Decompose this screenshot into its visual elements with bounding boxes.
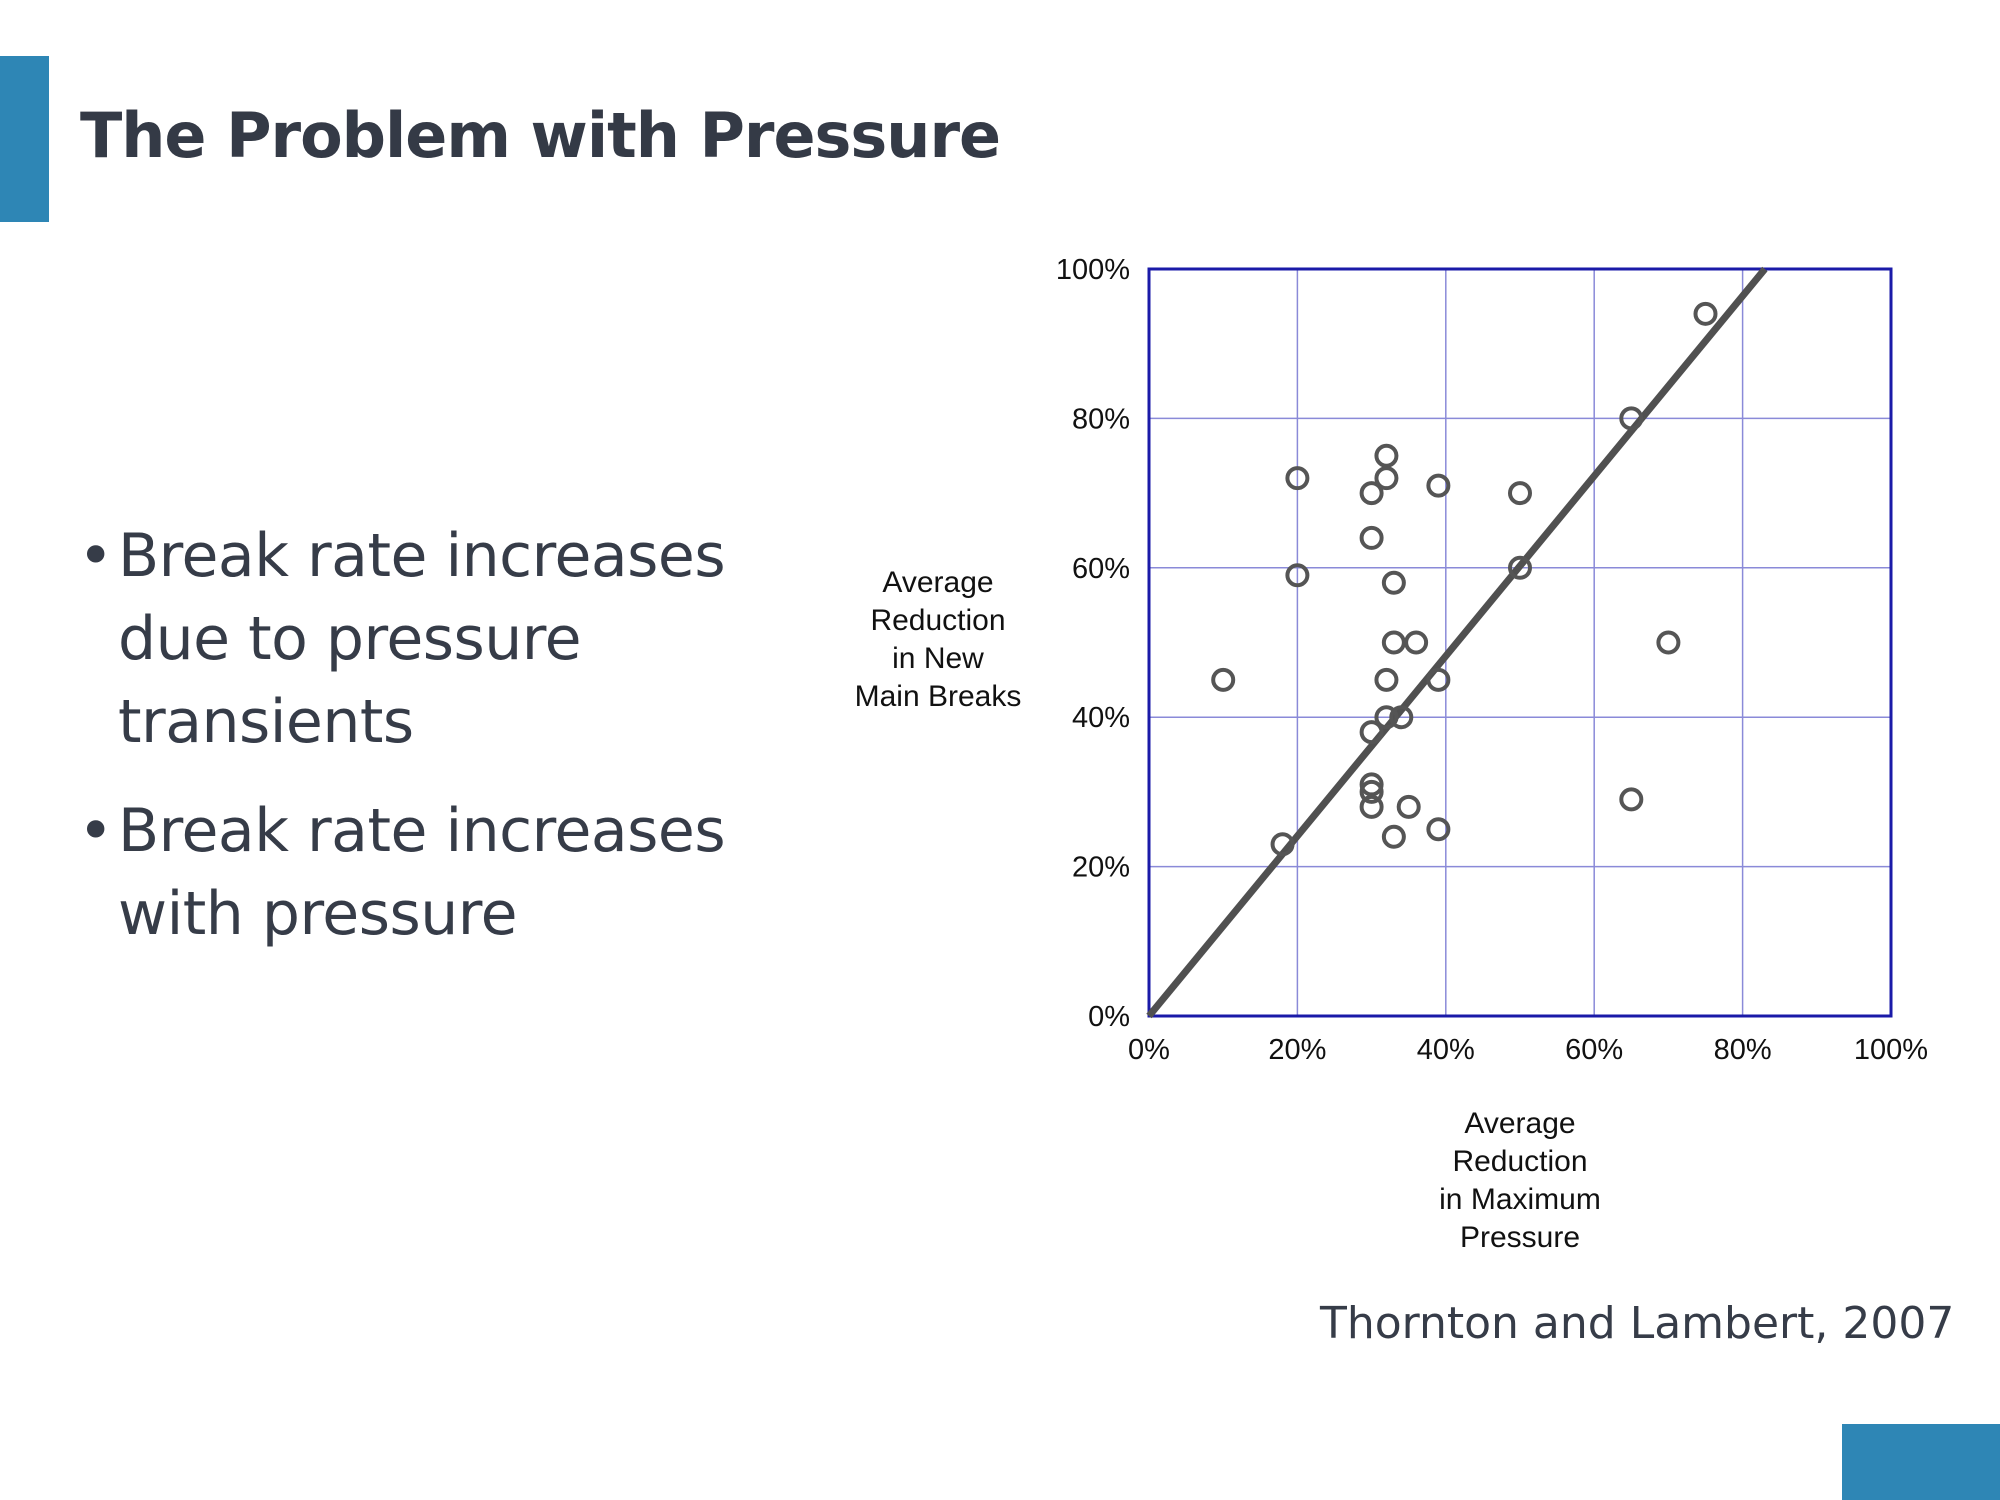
y-tick-label: 40% xyxy=(1072,702,1130,734)
x-tick-label: 20% xyxy=(1268,1034,1326,1066)
data-point xyxy=(1396,794,1421,819)
data-point xyxy=(1619,406,1644,431)
plot-area xyxy=(1149,269,1891,1016)
data-point xyxy=(1374,443,1399,468)
data-point xyxy=(1374,667,1399,692)
bullet-list: • Break rate increases due to pressure t… xyxy=(78,515,798,982)
data-point xyxy=(1389,705,1414,730)
data-point xyxy=(1381,824,1406,849)
data-point xyxy=(1693,301,1718,326)
bullet-marker: • xyxy=(78,796,113,866)
data-point xyxy=(1270,832,1295,857)
data-point xyxy=(1426,473,1451,498)
x-axis-label: Average xyxy=(1464,1107,1575,1140)
y-axis-label: Average xyxy=(882,566,993,599)
data-point xyxy=(1359,779,1384,804)
data-point xyxy=(1359,772,1384,797)
bullet-text: Break rate increases with pressure xyxy=(118,796,726,949)
y-tick-label: 20% xyxy=(1072,852,1130,884)
bullet-item: • Break rate increases with pressure xyxy=(78,790,798,956)
y-axis-label: in New xyxy=(892,642,984,675)
data-point xyxy=(1211,667,1236,692)
y-tick-label: 80% xyxy=(1072,403,1130,435)
x-tick-label: 40% xyxy=(1417,1034,1475,1066)
data-point xyxy=(1404,630,1429,655)
data-point xyxy=(1426,817,1451,842)
data-point xyxy=(1359,794,1384,819)
y-tick-label: 100% xyxy=(1056,254,1130,286)
y-tick-label: 0% xyxy=(1088,1001,1130,1033)
data-point xyxy=(1285,466,1310,491)
data-point xyxy=(1374,705,1399,730)
data-point xyxy=(1359,481,1384,506)
x-axis-label: Reduction xyxy=(1452,1145,1587,1178)
slide-title: The Problem with Pressure xyxy=(80,99,1001,172)
data-point xyxy=(1656,630,1681,655)
accent-bar-bottom xyxy=(1842,1424,2000,1500)
plot-frame xyxy=(1147,267,1893,1018)
x-tick-label: 100% xyxy=(1854,1034,1928,1066)
y-tick-label: 60% xyxy=(1072,553,1130,585)
data-point xyxy=(1508,555,1532,580)
data-point xyxy=(1508,481,1532,506)
data-point xyxy=(1619,787,1644,812)
x-axis-label: Pressure xyxy=(1460,1221,1580,1254)
y-axis-label: Reduction xyxy=(870,604,1005,637)
x-tick-label: 0% xyxy=(1128,1034,1170,1066)
x-axis-label: in Maximum xyxy=(1439,1183,1601,1216)
data-point xyxy=(1381,570,1406,595)
bullet-marker: • xyxy=(78,521,113,591)
accent-bar-top xyxy=(0,56,49,222)
citation: Thornton and Lambert, 2007 xyxy=(1320,1298,1955,1349)
bullet-text: Break rate increases due to pressure tra… xyxy=(118,521,726,757)
data-point xyxy=(1374,466,1399,491)
data-point xyxy=(1426,667,1451,692)
y-axis-label: Main Breaks xyxy=(855,680,1022,713)
data-point xyxy=(1359,525,1384,550)
data-point xyxy=(1359,720,1384,745)
scatter-chart-svg: 0% 20% 40% 60% 80% 100% 0% 20% 40% 60% 80% 100% Aver… xyxy=(855,254,1928,1254)
bullet-item: • Break rate increases due to pressure t… xyxy=(78,515,798,764)
x-tick-label: 60% xyxy=(1565,1034,1623,1066)
data-point xyxy=(1381,630,1406,655)
data-point xyxy=(1285,563,1310,588)
trend-line xyxy=(1146,266,1768,1019)
scatter-chart: 0% 20% 40% 60% 80% 100% 0% 20% 40% 60% 80% 100% Aver… xyxy=(830,230,1960,1280)
x-tick-label: 80% xyxy=(1714,1034,1772,1066)
